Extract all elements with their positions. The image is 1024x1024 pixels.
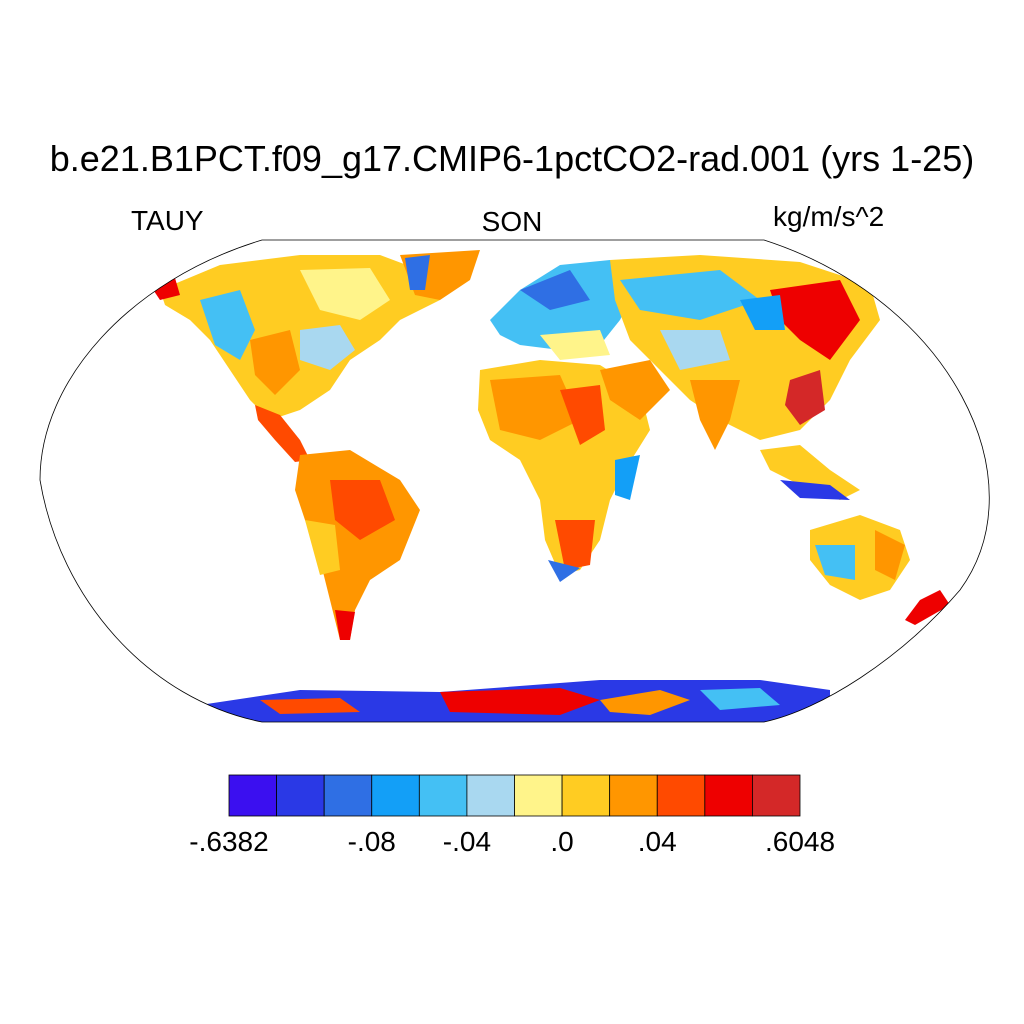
colorbar-swatch bbox=[418, 774, 468, 817]
africa-east-blue bbox=[615, 455, 640, 500]
south-america bbox=[295, 450, 420, 640]
europe-dark-blue bbox=[520, 270, 590, 310]
map-title: b.e21.B1PCT.f09_g17.CMIP6-1pctCO2-rad.00… bbox=[49, 138, 975, 179]
colorbar-tick-label: .04 bbox=[637, 826, 677, 857]
europe-south bbox=[540, 330, 610, 360]
colorbar-tick-label: -.04 bbox=[442, 826, 492, 857]
asia-east-dark bbox=[785, 370, 825, 425]
colorbar-swatch bbox=[371, 774, 420, 817]
variable-label: TAUY bbox=[131, 205, 204, 236]
map-outline bbox=[39, 239, 990, 723]
colorbar-swatch bbox=[323, 774, 373, 817]
land-fields bbox=[150, 250, 950, 722]
arabia bbox=[600, 360, 670, 420]
na-pale-patch bbox=[300, 325, 355, 370]
antarctica-light bbox=[700, 688, 780, 710]
australia-blue bbox=[815, 545, 855, 580]
australia-east-orange bbox=[875, 530, 905, 580]
antarctica-west-red bbox=[260, 698, 360, 714]
africa-south-blue bbox=[548, 560, 580, 582]
colorbar-swatch bbox=[656, 774, 706, 817]
india bbox=[690, 380, 740, 450]
sa-tip bbox=[335, 610, 355, 640]
colorbar-swatch bbox=[561, 774, 611, 817]
na-east-yellow bbox=[300, 268, 390, 320]
colorbar-swatch bbox=[276, 774, 325, 817]
colorbar-swatch bbox=[514, 774, 563, 817]
colorbar-tick-label: -.6382 bbox=[189, 826, 269, 857]
sa-yellow bbox=[305, 520, 340, 575]
colorbar-tick-label: .0 bbox=[550, 826, 574, 857]
antarctica-red-band bbox=[440, 688, 600, 715]
colorbar-swatch bbox=[609, 774, 658, 817]
central-america bbox=[255, 405, 310, 462]
na-orange-patch bbox=[250, 330, 300, 395]
colorbar-swatch bbox=[466, 774, 515, 817]
na-blue-patch bbox=[200, 290, 255, 360]
colorbar-swatch bbox=[752, 774, 801, 817]
colorbar-swatch bbox=[228, 774, 277, 817]
africa-south-red bbox=[555, 520, 595, 570]
asia-pale bbox=[660, 330, 730, 370]
sa-red-core bbox=[330, 480, 395, 540]
greenland-blue bbox=[405, 255, 430, 290]
asia-blue-band bbox=[620, 270, 760, 320]
new-zealand bbox=[905, 590, 950, 625]
asia-blue-east bbox=[740, 295, 785, 330]
southeast-asia bbox=[760, 445, 860, 500]
se-asia-blue bbox=[780, 480, 850, 500]
asia-east-red bbox=[770, 280, 860, 360]
antarctica-orange bbox=[600, 690, 690, 715]
africa-north-orange bbox=[490, 375, 580, 440]
colorbar-tick-label: -.08 bbox=[347, 826, 396, 857]
units-label: kg/m/s^2 bbox=[773, 201, 885, 232]
season-label: SON bbox=[481, 206, 543, 237]
africa-red-core bbox=[560, 385, 605, 445]
colorbar bbox=[228, 774, 801, 817]
colorbar-swatch bbox=[704, 774, 753, 817]
colorbar-tick-label: .6048 bbox=[764, 826, 836, 857]
